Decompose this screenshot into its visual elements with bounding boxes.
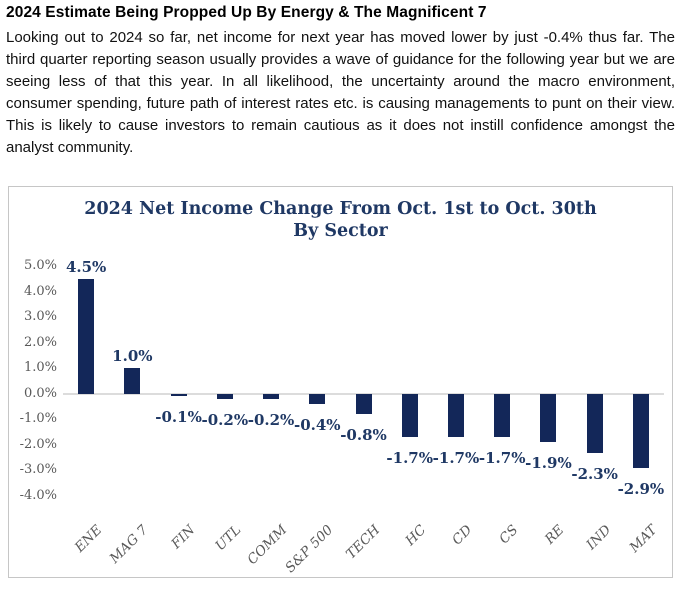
bar xyxy=(170,393,187,397)
bar-value-label: -0.4% xyxy=(293,416,341,434)
bar-value-label: 1.0% xyxy=(112,347,153,366)
y-tick-label: -4.0% xyxy=(19,488,57,503)
bar xyxy=(447,393,464,438)
bar-value-label: -1.9% xyxy=(525,454,572,473)
bar-value-label: 4.5% xyxy=(65,257,107,276)
y-tick-label: 1.0% xyxy=(23,360,57,376)
bar-value-label: -1.7% xyxy=(386,449,433,468)
bar xyxy=(632,393,649,468)
bar xyxy=(494,393,511,438)
y-tick-label: 3.0% xyxy=(23,309,57,325)
bar xyxy=(124,368,141,394)
bar xyxy=(78,278,95,394)
bar xyxy=(355,393,372,415)
bar-value-label: -0.2% xyxy=(201,410,249,429)
x-axis: ENE MAG 7 FIN UTL COMM S&P 500 TECH HC CD CS RE IND… xyxy=(63,496,664,577)
chart-title-line-1: 2024 Net Income Change From Oct. 1st to … xyxy=(84,199,597,219)
bar xyxy=(216,393,233,399)
bar-value-label: -1.7% xyxy=(432,449,480,468)
y-tick-label: 5.0% xyxy=(23,258,57,273)
bar xyxy=(263,393,280,399)
y-tick-label: 2.0% xyxy=(23,334,57,350)
chart-container: 2024 Net Income Change From Oct. 1st to … xyxy=(8,186,673,578)
body-paragraph: Looking out to 2024 so far, net income f… xyxy=(6,29,675,156)
chart-title: 2024 Net Income Change From Oct. 1st to … xyxy=(9,198,672,242)
plot-area: 4.5% 1.0% -0.1% -0.2% -0.2% -0.4% -0.8% -1.7% -1… xyxy=(63,258,664,498)
bar-value-label: -0.8% xyxy=(340,426,387,445)
page-title: 2024 Estimate Being Propped Up By Energy… xyxy=(6,4,487,21)
y-tick-label: 0.0% xyxy=(23,385,57,401)
bar-value-label: -2.3% xyxy=(571,464,618,483)
y-tick-label: 4.0% xyxy=(23,283,57,299)
chart-title-line-2: By Sector xyxy=(293,221,388,241)
bar-value-label: -2.9% xyxy=(617,479,665,498)
y-tick-label: -2.0% xyxy=(19,436,57,452)
bar xyxy=(309,393,326,404)
y-tick-label: -3.0% xyxy=(19,462,57,478)
bar-value-label: -0.1% xyxy=(155,408,202,427)
bar xyxy=(586,393,603,453)
y-tick-label: -1.0% xyxy=(19,411,57,427)
bar xyxy=(401,393,418,438)
bar-value-label: -0.2% xyxy=(247,410,295,429)
chart-area: 5.0% 4.0% 3.0% 2.0% 1.0% 0.0% -1.0% -2.0% -3.0% -… xyxy=(9,242,672,577)
bar xyxy=(540,393,557,443)
bar-value-label: -1.7% xyxy=(478,449,526,468)
